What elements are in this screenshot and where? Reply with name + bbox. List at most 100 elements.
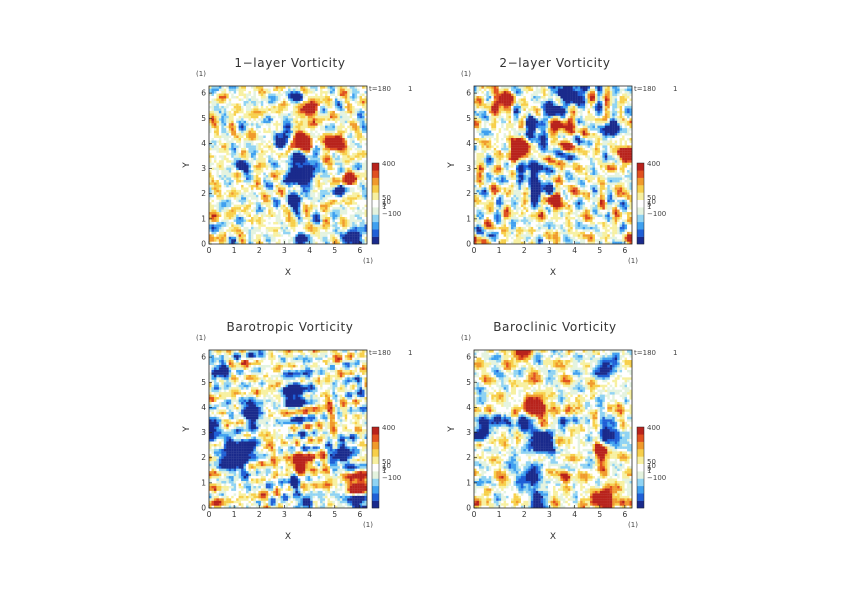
heatmap-cell <box>476 98 480 101</box>
heatmap-cell <box>246 108 249 111</box>
heatmap-cell <box>290 118 294 121</box>
heatmap-cell <box>483 155 487 158</box>
heatmap-cell <box>357 157 360 161</box>
heatmap-cell <box>312 108 316 111</box>
heatmap-cell <box>285 206 289 210</box>
heatmap-cell <box>292 127 296 131</box>
heatmap-cell <box>481 142 485 146</box>
heatmap-cell <box>498 157 502 161</box>
heatmap-cell <box>221 206 224 210</box>
heatmap-cell <box>228 167 232 171</box>
heatmap-cell <box>213 125 217 129</box>
heatmap-cell <box>501 100 504 104</box>
heatmap-cell <box>332 140 336 143</box>
heatmap-cell <box>339 142 343 146</box>
heatmap-cell <box>260 88 264 92</box>
heatmap-cell <box>231 98 234 101</box>
heatmap-cell <box>231 113 234 116</box>
heatmap-cell <box>476 115 480 119</box>
heatmap-cell <box>322 100 326 104</box>
heatmap-cell <box>288 202 291 205</box>
heatmap-cell <box>488 98 492 101</box>
heatmap-cell <box>327 88 331 92</box>
heatmap-cell <box>285 182 289 185</box>
heatmap-cell <box>285 103 289 106</box>
heatmap-cell <box>295 86 299 89</box>
heatmap-cell <box>307 140 311 143</box>
x-unit-label: (1) <box>363 257 373 265</box>
heatmap-cell <box>280 115 284 119</box>
heatmap-cell <box>332 172 336 176</box>
heatmap-cell <box>233 177 237 180</box>
heatmap-cell <box>312 174 316 178</box>
heatmap-cell <box>253 202 257 205</box>
heatmap-cell <box>491 189 494 193</box>
heatmap-cell <box>223 209 227 213</box>
heatmap-cell <box>221 152 224 156</box>
heatmap-cell <box>329 229 333 232</box>
heatmap-cell <box>231 172 234 176</box>
heatmap-cell <box>312 110 316 114</box>
heatmap-cell <box>347 155 350 158</box>
heatmap-cell <box>486 211 489 215</box>
heatmap-cell <box>364 239 368 242</box>
heatmap-cell <box>238 137 242 141</box>
heatmap-cell <box>503 95 507 99</box>
heatmap-cell <box>339 162 343 166</box>
heatmap-cell <box>503 137 507 141</box>
heatmap-cell <box>327 137 331 141</box>
heatmap-cell <box>486 209 489 213</box>
heatmap-cell <box>342 197 345 200</box>
heatmap-cell <box>211 234 215 237</box>
heatmap-cell <box>342 221 345 225</box>
heatmap-cell <box>216 231 220 235</box>
heatmap-cell <box>496 209 499 213</box>
heatmap-cell <box>481 229 485 232</box>
heatmap-cell <box>325 204 328 208</box>
heatmap-cell <box>268 103 271 106</box>
heatmap-cell <box>334 110 338 114</box>
heatmap-cell <box>337 113 340 116</box>
heatmap-cell <box>273 157 276 161</box>
heatmap-cell <box>260 172 264 176</box>
heatmap-cell <box>275 160 279 163</box>
heatmap-cell <box>352 98 355 101</box>
heatmap-cell <box>362 142 365 146</box>
heatmap-cell <box>248 236 252 240</box>
heatmap-cell <box>260 229 264 232</box>
heatmap-cell <box>260 177 264 180</box>
heatmap-cell <box>342 234 345 237</box>
heatmap-cell <box>312 211 316 215</box>
heatmap-cell <box>329 98 333 101</box>
heatmap-cell <box>327 209 331 213</box>
heatmap-cell <box>233 241 237 245</box>
heatmap-cell <box>329 174 333 178</box>
heatmap-cell <box>347 127 350 131</box>
heatmap-cell <box>213 226 217 230</box>
heatmap-cell <box>265 123 269 126</box>
heatmap-cell <box>233 234 237 237</box>
heatmap-cell <box>243 110 247 114</box>
heatmap-cell <box>354 187 358 190</box>
heatmap-cell <box>221 169 224 173</box>
heatmap-cell <box>305 194 308 198</box>
heatmap-cell <box>478 229 482 232</box>
heatmap-cell <box>223 167 227 171</box>
heatmap-cell <box>474 187 477 190</box>
heatmap-cell <box>226 155 229 158</box>
heatmap-cell <box>278 189 281 193</box>
heatmap-cell <box>255 157 259 161</box>
heatmap-cell <box>339 100 343 104</box>
heatmap-cell <box>349 229 353 232</box>
heatmap-cell <box>325 199 328 203</box>
heatmap-cell <box>268 132 271 136</box>
heatmap-cell <box>243 113 247 116</box>
heatmap-cell <box>255 150 259 153</box>
heatmap-cell <box>260 206 264 210</box>
heatmap-cell <box>236 120 239 124</box>
heatmap-cell <box>288 145 291 148</box>
heatmap-cell <box>334 123 338 126</box>
heatmap-cell <box>501 123 504 126</box>
colorbar-segment <box>372 185 379 193</box>
heatmap-cell <box>288 103 291 106</box>
